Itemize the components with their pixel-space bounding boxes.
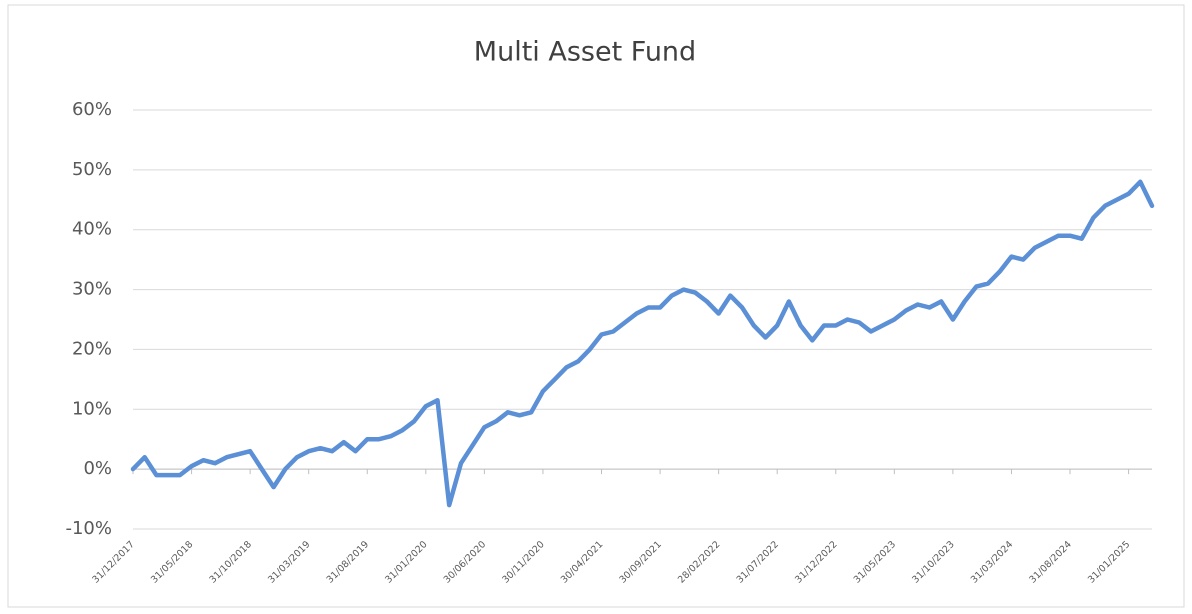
y-tick-label: 50%	[72, 159, 112, 180]
chart-frame	[7, 4, 1185, 608]
y-tick-label: 30%	[72, 279, 112, 300]
y-tick-label: 40%	[72, 219, 112, 240]
y-tick-label: 20%	[72, 338, 112, 359]
y-tick-label: 0%	[83, 458, 112, 479]
chart-title: Multi Asset Fund	[474, 37, 696, 68]
y-tick-label: 10%	[72, 398, 112, 419]
y-tick-label: -10%	[65, 518, 112, 539]
y-tick-label: 60%	[72, 99, 112, 120]
data-line	[130, 179, 1155, 508]
